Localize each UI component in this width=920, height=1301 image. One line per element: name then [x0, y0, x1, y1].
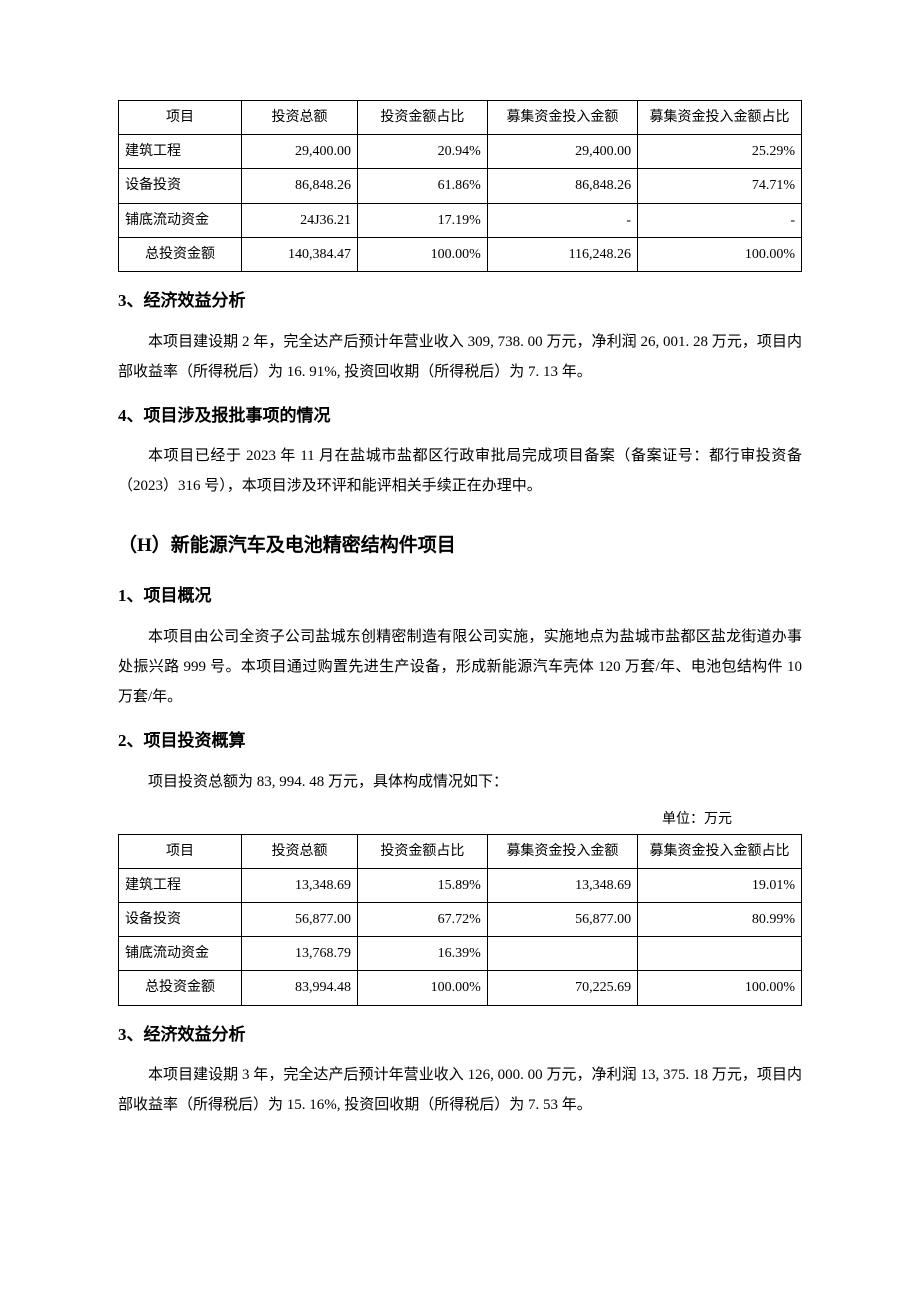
- table1-r0c0: 建筑工程: [119, 135, 242, 169]
- table1-r1c1: 86,848.26: [241, 169, 357, 203]
- table1-header-0: 项目: [119, 101, 242, 135]
- table1-r0c3: 29,400.00: [487, 135, 637, 169]
- table2-r2c3: [487, 937, 637, 971]
- table2-r3c0: 总投资金额: [119, 971, 242, 1005]
- table2-r2c4: [638, 937, 802, 971]
- table1-r3c4: 100.00%: [638, 237, 802, 271]
- table1-r3c3: 116,248.26: [487, 237, 637, 271]
- table1-r2c3: -: [487, 203, 637, 237]
- section-h1-title: 1、项目概况: [118, 581, 802, 612]
- section-4-paragraph: 本项目已经于 2023 年 11 月在盐城市盐都区行政审批局完成项目备案（备案证…: [118, 441, 802, 501]
- table2-r2c0: 铺底流动资金: [119, 937, 242, 971]
- section-h3-title: 3、经济效益分析: [118, 1020, 802, 1051]
- table2-r1c4: 80.99%: [638, 903, 802, 937]
- table2-r0c2: 15.89%: [358, 868, 488, 902]
- table1-r2c0: 铺底流动资金: [119, 203, 242, 237]
- table1-r1c3: 86,848.26: [487, 169, 637, 203]
- table2-header-4: 募集资金投入金额占比: [638, 834, 802, 868]
- table1-r3c1: 140,384.47: [241, 237, 357, 271]
- table2-header-2: 投资金额占比: [358, 834, 488, 868]
- table1-header-3: 募集资金投入金额: [487, 101, 637, 135]
- table2-r3c1: 83,994.48: [241, 971, 357, 1005]
- table1-r2c4: -: [638, 203, 802, 237]
- table1-r2c2: 17.19%: [358, 203, 488, 237]
- section-h1-paragraph: 本项目由公司全资子公司盐城东创精密制造有限公司实施，实施地点为盐城市盐都区盐龙街…: [118, 622, 802, 712]
- section-3-title: 3、经济效益分析: [118, 286, 802, 317]
- table1-header-2: 投资金额占比: [358, 101, 488, 135]
- table2-r3c4: 100.00%: [638, 971, 802, 1005]
- table2-header-0: 项目: [119, 834, 242, 868]
- table1-r0c4: 25.29%: [638, 135, 802, 169]
- investment-table-1: 项目 投资总额 投资金额占比 募集资金投入金额 募集资金投入金额占比 建筑工程 …: [118, 100, 802, 272]
- table2-r1c3: 56,877.00: [487, 903, 637, 937]
- section-h2-paragraph: 项目投资总额为 83, 994. 48 万元，具体构成情况如下：: [118, 767, 802, 797]
- section-h3-paragraph: 本项目建设期 3 年，完全达产后预计年营业收入 126, 000. 00 万元，…: [118, 1060, 802, 1120]
- table2-header-1: 投资总额: [241, 834, 357, 868]
- section-4-title: 4、项目涉及报批事项的情况: [118, 401, 802, 432]
- table1-r3c0: 总投资金额: [119, 237, 242, 271]
- table1-r0c2: 20.94%: [358, 135, 488, 169]
- table1-r2c1: 24J36.21: [241, 203, 357, 237]
- table2-r2c1: 13,768.79: [241, 937, 357, 971]
- table2-r0c4: 19.01%: [638, 868, 802, 902]
- table2-r0c1: 13,348.69: [241, 868, 357, 902]
- investment-table-2: 项目 投资总额 投资金额占比 募集资金投入金额 募集资金投入金额占比 建筑工程 …: [118, 834, 802, 1006]
- table1-r0c1: 29,400.00: [241, 135, 357, 169]
- table2-r3c3: 70,225.69: [487, 971, 637, 1005]
- section-h-title: （H）新能源汽车及电池精密结构件项目: [118, 529, 802, 563]
- table2-r1c2: 67.72%: [358, 903, 488, 937]
- table2-r1c0: 设备投资: [119, 903, 242, 937]
- table1-r3c2: 100.00%: [358, 237, 488, 271]
- table2-header-3: 募集资金投入金额: [487, 834, 637, 868]
- table2-r3c2: 100.00%: [358, 971, 488, 1005]
- table1-r1c4: 74.71%: [638, 169, 802, 203]
- table1-header-1: 投资总额: [241, 101, 357, 135]
- table1-header-4: 募集资金投入金额占比: [638, 101, 802, 135]
- table1-r1c0: 设备投资: [119, 169, 242, 203]
- table2-r1c1: 56,877.00: [241, 903, 357, 937]
- table2-unit-label: 单位：万元: [118, 807, 802, 832]
- table1-r1c2: 61.86%: [358, 169, 488, 203]
- table2-r2c2: 16.39%: [358, 937, 488, 971]
- section-h2-title: 2、项目投资概算: [118, 726, 802, 757]
- table2-r0c0: 建筑工程: [119, 868, 242, 902]
- section-3-paragraph: 本项目建设期 2 年，完全达产后预计年营业收入 309, 738. 00 万元，…: [118, 327, 802, 387]
- table2-r0c3: 13,348.69: [487, 868, 637, 902]
